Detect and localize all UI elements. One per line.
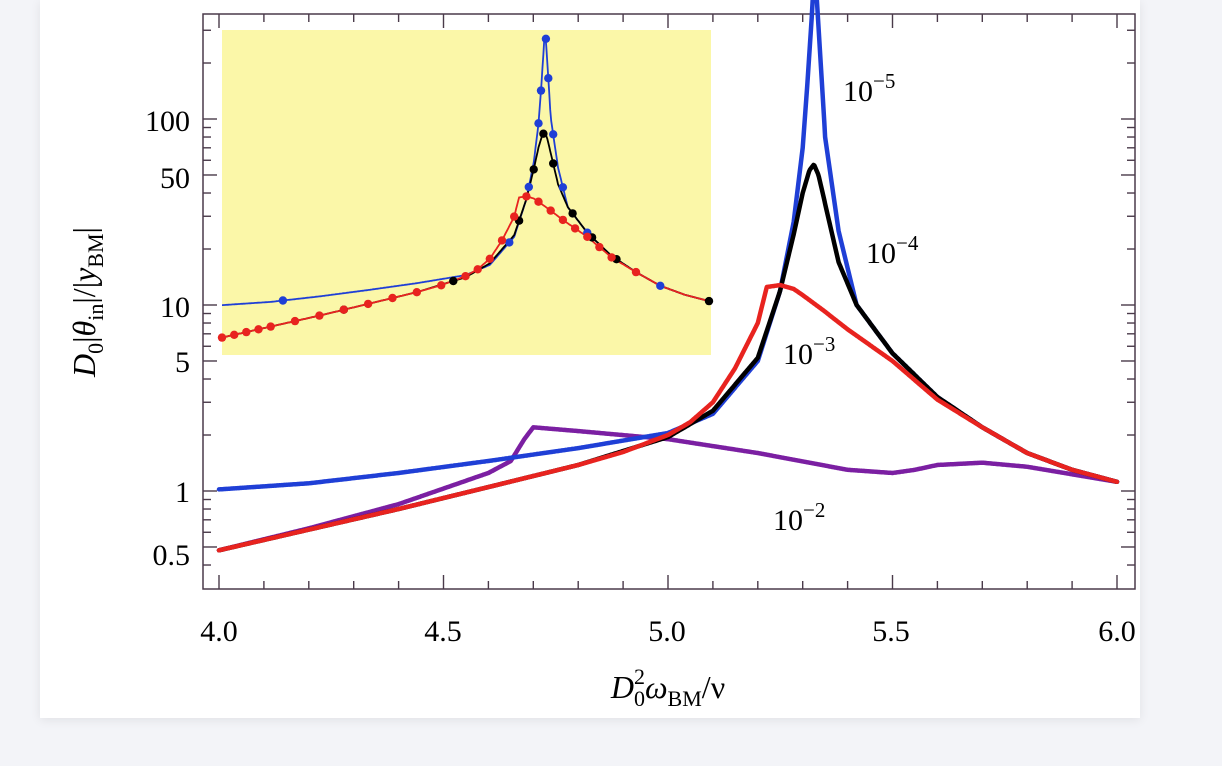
y-tick-label-3: 10 [160,291,190,324]
label-1e-4-base: 10 [866,237,896,270]
inset-marker-1e-3-14 [485,254,494,263]
inset-marker-1e-3-9 [388,293,397,303]
inset-marker-1e-5-5 [541,34,551,43]
inset-marker-1e-3-8 [363,299,373,309]
x-tick-label-1: 4.5 [424,615,462,648]
series-line-1e-2 [216,425,1120,553]
x-axis-title: D02ωBM/ν [610,664,725,711]
inset-marker-1e-3-20 [558,215,568,225]
inset-marker-1e-3-24 [607,253,616,262]
x-tick-label-3: 5.5 [872,615,910,648]
plot-frame [202,13,1136,590]
inset-marker-1e-3-0 [217,333,227,342]
inset-marker-1e-4-6 [568,209,577,218]
inset-marker-1e-3-19 [546,206,555,215]
inset-marker-1e-3-1 [230,330,239,339]
inset-marker-1e-3-15 [497,236,507,245]
inset-marker-1e-3-23 [595,242,604,252]
inset-marker-1e-5-7 [549,130,558,139]
label-1e-2-base: 10 [773,504,803,537]
label-1e-3: 10−3 [783,332,835,371]
label-1e-2-exp: −2 [803,498,825,522]
label-1e-4: 10−4 [866,231,919,270]
inset-marker-1e-3-5 [290,316,300,326]
label-1e-4-exp: −4 [896,231,919,255]
y-axis-title: D0|θin|/|yBM| [66,227,108,378]
y-tick-label-5: 100 [145,105,190,138]
inset-marker-1e-5-3 [534,119,543,128]
label-1e-3-exp: −3 [813,332,835,356]
inset-marker-1e-3-13 [473,265,482,274]
label-1e-5: 10−5 [843,69,895,108]
inset-marker-1e-3-18 [534,197,543,206]
inset-marker-1e-5-0 [278,296,288,305]
inset-marker-1e-3-2 [242,327,251,337]
x-tick-label-4: 6.0 [1098,615,1136,648]
y-tick-labels: 0.5 1 5 10 50 100 [145,105,190,572]
y-tick-label-4: 50 [160,162,190,195]
inset-marker-1e-5-10 [656,281,665,290]
inset-marker-1e-3-11 [437,281,446,290]
inset-marker-1e-4-9 [704,296,714,306]
inset-marker-1e-3-4 [266,322,275,331]
inset-marker-group [217,34,714,342]
inset-marker-1e-3-17 [522,192,531,201]
label-1e-3-base: 10 [783,338,813,371]
inset-marker-1e-3-6 [315,311,324,320]
inset-marker-1e-3-25 [631,267,641,277]
inset-marker-1e-5-4 [536,86,546,95]
inset-marker-1e-3-7 [339,305,348,314]
inset-marker-1e-3-3 [254,325,263,334]
x-tick-label-0: 4.0 [200,615,238,648]
inset-marker-1e-3-21 [570,224,580,233]
inset-marker-1e-4-5 [549,159,558,168]
y-tick-label-0: 0.5 [153,539,191,572]
inset-marker-1e-3-10 [412,288,421,297]
inset-marker-1e-5-1 [505,238,514,247]
inset-background [222,30,711,355]
label-1e-5-base: 10 [843,75,873,108]
x-tick-labels: 4.0 4.5 5.0 5.5 6.0 [200,615,1136,648]
inset-marker-1e-4-3 [529,165,538,174]
y-tick-label-2: 5 [175,346,190,379]
inset-marker-1e-3-12 [461,272,470,281]
inset-marker-1e-4-1 [449,276,458,286]
inset-marker-1e-5-8 [558,183,568,192]
label-1e-5-exp: −5 [873,69,895,93]
inset-marker-1e-5-2 [524,182,533,192]
inset-marker-1e-4-4 [539,129,548,138]
label-1e-2: 10−2 [773,498,825,537]
inset-marker-1e-3-16 [510,212,519,221]
x-tick-label-2: 5.0 [648,615,686,648]
series-line-1e-3 [216,282,1120,553]
inset-marker-1e-5-6 [544,74,553,83]
inset-marker-1e-3-22 [583,232,592,241]
main-series-group [216,0,1120,553]
tick-marks [203,14,1135,589]
y-tick-label-1: 1 [175,476,190,509]
